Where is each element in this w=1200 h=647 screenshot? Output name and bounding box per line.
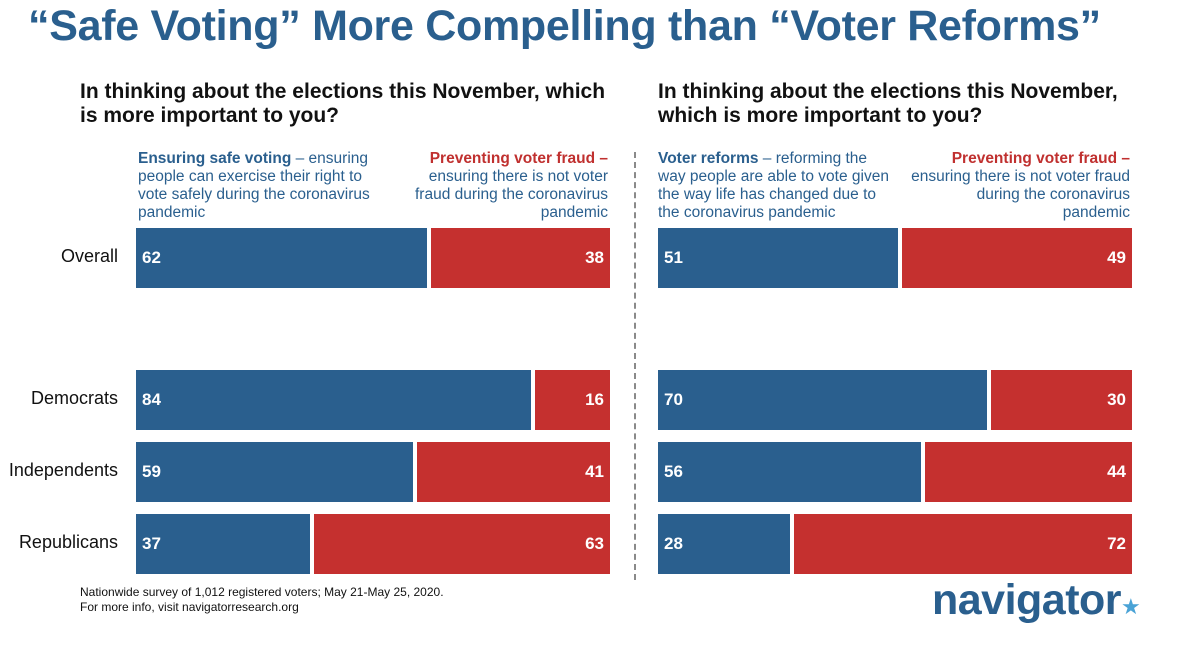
bar-right-republicans-blue: 28 [658,514,790,574]
right-question: In thinking about the elections this Nov… [658,80,1118,127]
chart-title: “Safe Voting” More Compelling than “Vote… [28,2,1101,50]
right-option-voter-reforms: Voter reforms – reforming the way people… [658,150,898,222]
panel-divider [634,152,636,580]
right-option-voter-fraud-name: Preventing voter fraud – [951,150,1130,167]
row-label-overall: Overall [60,246,118,266]
bar-left-democrats-blue: 84 [136,370,531,430]
left-option-safe-voting-desc: – ensuring people can exercise their rig… [138,150,370,221]
right-option-voter-reforms-name: Voter reforms [658,150,759,167]
navigator-logo: navigator★ [932,576,1141,625]
left-option-voter-fraud-name: Preventing voter fraud – [429,150,608,167]
bar-left-overall-red: 38 [431,228,610,288]
row-label-republicans: Republicans [18,532,118,552]
bar-right-democrats-blue: 70 [658,370,987,430]
left-option-safe-voting-name: Ensuring safe voting [138,150,292,167]
footnote-line-1: Nationwide survey of 1,012 registered vo… [80,585,444,599]
left-option-voter-fraud-desc: ensuring there is not voter fraud during… [414,168,608,221]
footnote-line-2: For more info, visit navigatorresearch.o… [80,599,299,614]
bar-left-independents-red: 41 [417,442,610,502]
logo-text: navigator [932,576,1122,624]
row-label-independents: Independents [8,460,118,480]
bar-right-overall-red: 49 [901,228,1132,288]
bar-right-independents-red: 44 [925,442,1132,502]
left-question: In thinking about the elections this Nov… [80,80,606,127]
bar-left-overall-blue: 62 [136,228,428,288]
right-option-voter-reforms-desc: – reforming the way people are able to v… [658,150,889,221]
bar-left-democrats-red: 16 [534,370,610,430]
bar-right-democrats-red: 30 [991,370,1132,430]
bar-right-republicans-red: 72 [793,514,1132,574]
bar-right-overall-blue: 51 [658,228,898,288]
left-option-voter-fraud: Preventing voter fraud – ensuring there … [398,150,608,222]
right-option-voter-fraud: Preventing voter fraud – ensuring there … [908,150,1130,222]
logo-star-icon: ★ [1121,594,1141,619]
bar-left-republicans-red: 63 [313,514,610,574]
bar-right-independents-blue: 56 [658,442,922,502]
footnote: Nationwide survey of 1,012 registered vo… [80,585,444,614]
bar-left-republicans-blue: 37 [136,514,310,574]
left-option-safe-voting: Ensuring safe voting – ensuring people c… [138,150,388,222]
row-label-democrats: Democrats [30,388,118,408]
right-option-voter-fraud-desc: ensuring there is not voter fraud during… [911,168,1130,221]
bar-left-independents-blue: 59 [136,442,414,502]
